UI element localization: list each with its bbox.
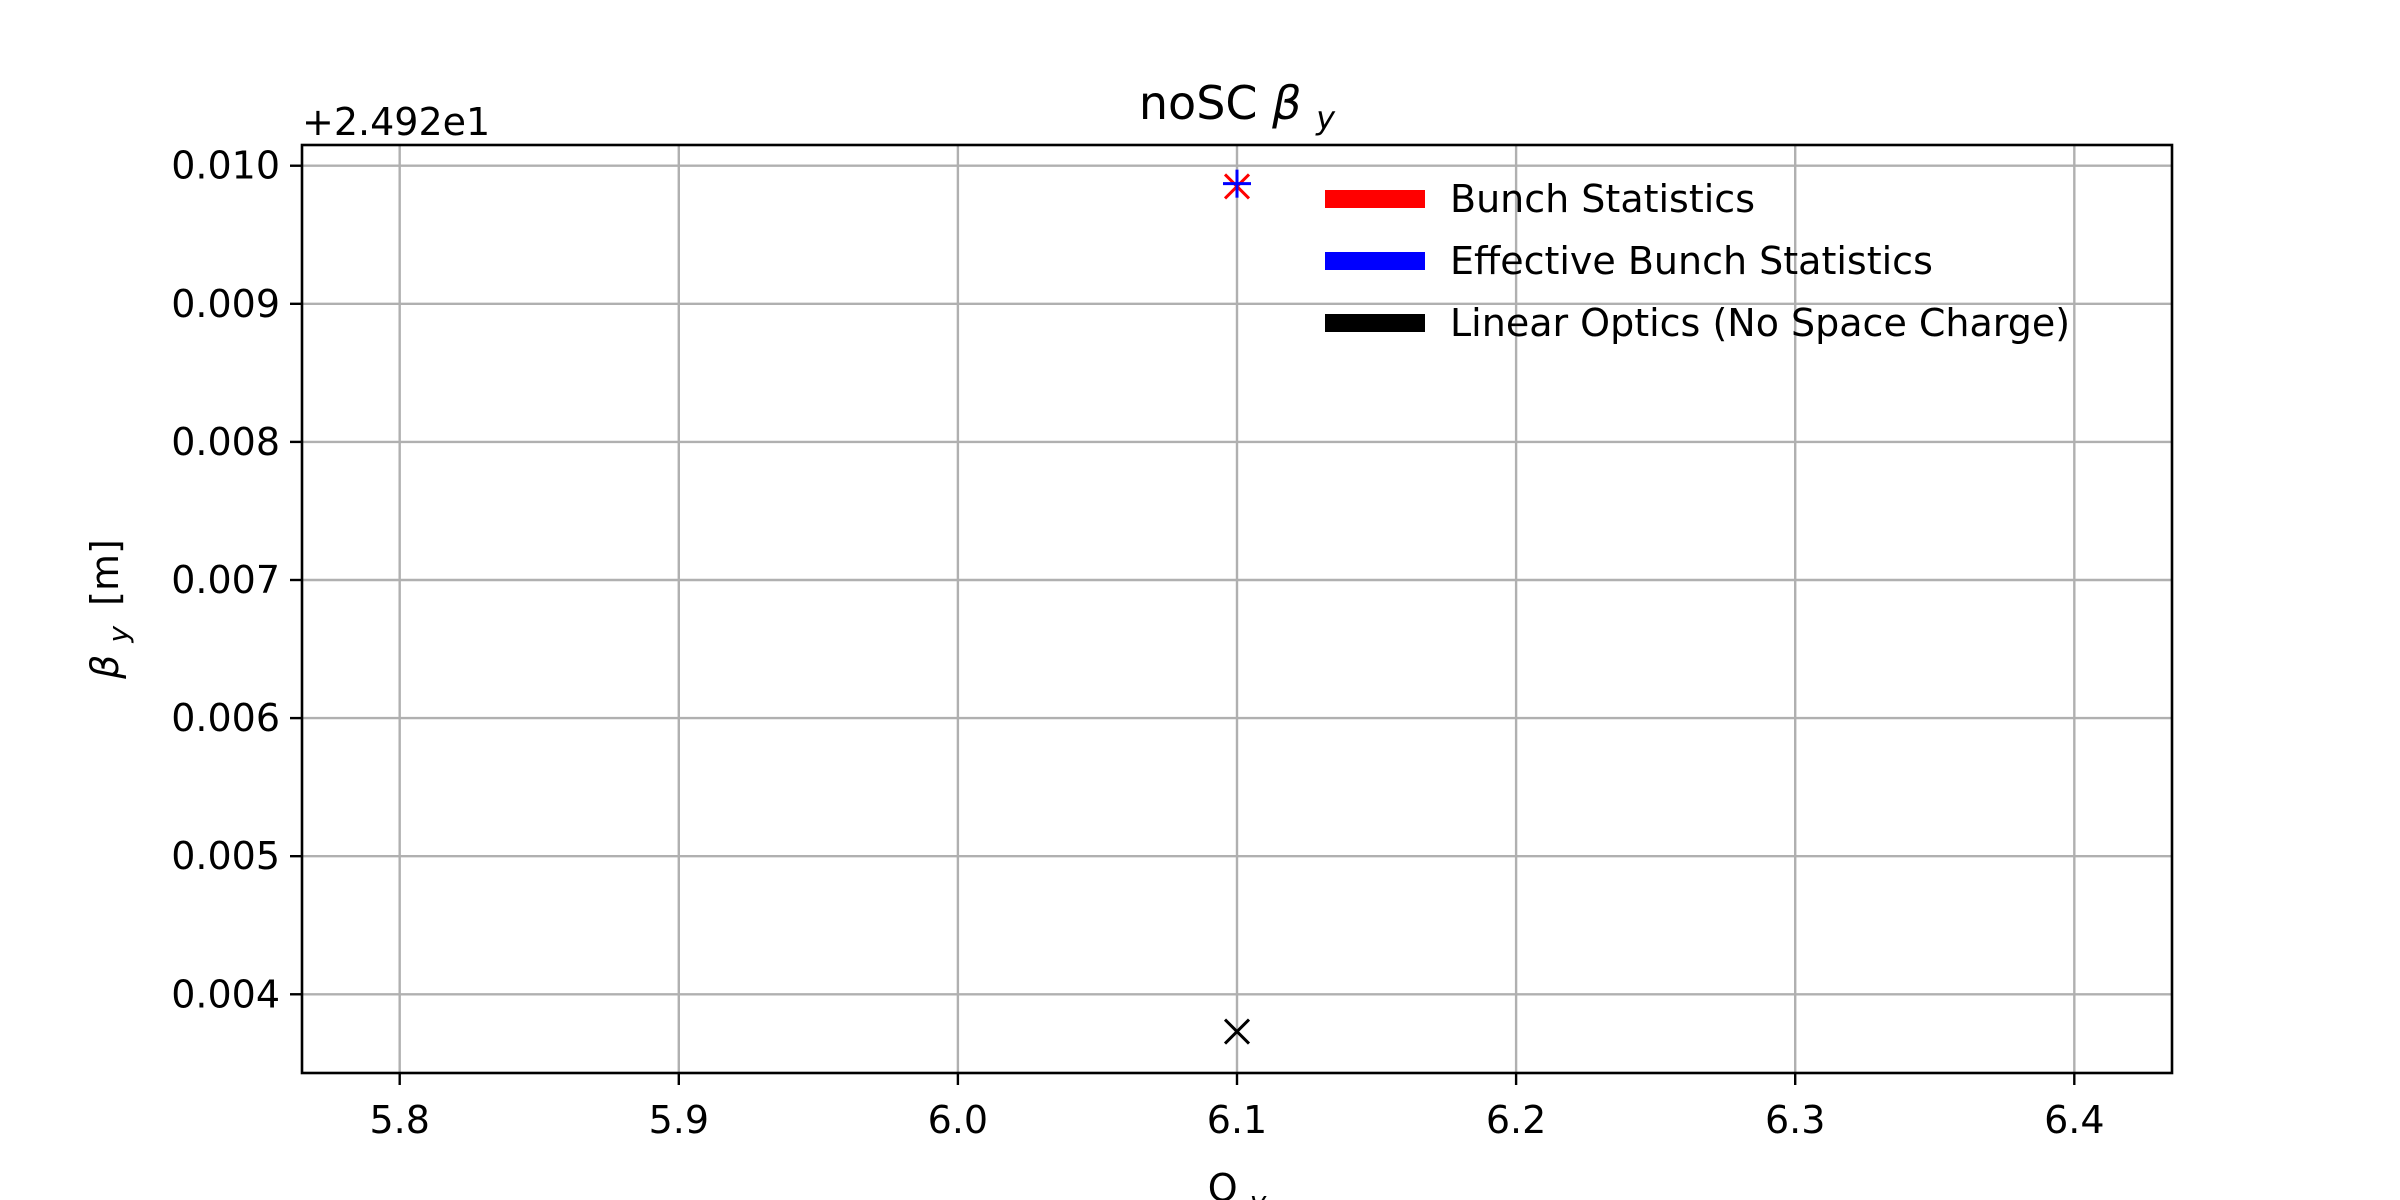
y-tick-label: 0.007 (171, 558, 280, 602)
legend-entry: Linear Optics (No Space Charge) (1325, 301, 2070, 345)
y-axis-label-symbol: β (83, 655, 127, 680)
x-tick-label: 6.0 (928, 1098, 988, 1142)
y-tick-label: 0.008 (171, 420, 280, 464)
x-axis-label-text: Q (1208, 1166, 1238, 1200)
x-tick-label: 6.3 (1765, 1098, 1825, 1142)
legend-entry: Effective Bunch Statistics (1325, 239, 1933, 283)
y-tick-label: 0.004 (171, 972, 280, 1016)
y-axis-label-unit: [m] (83, 539, 127, 606)
x-tick-label: 6.2 (1486, 1098, 1546, 1142)
x-tick-label: 6.4 (2044, 1098, 2104, 1142)
grid-lines (302, 145, 2172, 1073)
x-axis-label: Q y (1208, 1166, 1267, 1200)
x-tick-label: 5.8 (369, 1098, 429, 1142)
chart-title-subscript: y (1315, 99, 1336, 137)
legend-entry: Bunch Statistics (1325, 177, 1755, 221)
data-points (1223, 169, 1251, 1045)
chart-title-symbol: β (1271, 76, 1301, 130)
legend-label: Linear Optics (No Space Charge) (1450, 301, 2070, 345)
x-axis-label-subscript: y (1249, 1185, 1267, 1200)
data-point-series-2 (1223, 169, 1251, 198)
chart-title: noSC β y (1139, 76, 1336, 137)
x-tick-label: 6.1 (1207, 1098, 1267, 1142)
y-offset-text: +2.492e1 (302, 100, 490, 144)
y-tick-label: 0.009 (171, 282, 280, 326)
legend-label: Effective Bunch Statistics (1450, 239, 1933, 283)
marker-stroke (1223, 1018, 1251, 1045)
y-tick-label: 0.006 (171, 696, 280, 740)
legend-label: Bunch Statistics (1450, 177, 1755, 221)
legend: Bunch Statistics Effective Bunch Statisti… (1325, 177, 2070, 345)
y-tick-label: 0.005 (171, 834, 280, 878)
y-axis-label-subscript: y (102, 625, 135, 643)
x-tick-label: 5.9 (649, 1098, 709, 1142)
data-point-series-3 (1223, 1018, 1251, 1045)
y-tick-label: 0.010 (171, 144, 280, 188)
axis-ticks: 5.8 5.9 6.0 6.1 6.2 6.3 6.4 0.004 0.005 0.006 0.00… (171, 144, 2104, 1142)
chart-title-text: noSC (1139, 76, 1258, 130)
y-axis-label: β y [m] (83, 539, 137, 680)
